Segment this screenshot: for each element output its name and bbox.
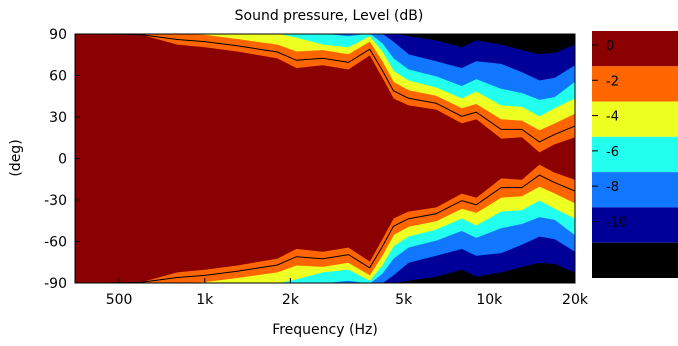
y-tick-label: 60 (49, 69, 67, 85)
colorbar-swatch (592, 66, 678, 102)
colorbar-tick-label: 0 (606, 39, 614, 54)
colorbar-tick-label: -2 (606, 74, 619, 89)
x-tick-label: 1k (196, 292, 214, 308)
contour-line-lower (75, 174, 575, 283)
colorbar-tick-label: -4 (606, 110, 619, 125)
colorbar-swatch (592, 172, 678, 208)
contour-lines (75, 34, 575, 283)
colorbar-swatch (592, 31, 678, 67)
colorbar-tick-label: -8 (606, 180, 619, 195)
colorbar-swatch (592, 101, 678, 137)
x-axis-ticks: 500 1k 2k 5k 10k 20k (106, 278, 589, 308)
x-axis-label: Frequency (Hz) (272, 322, 378, 338)
x-tick-label: 20k (562, 292, 589, 308)
y-tick-label: -90 (44, 276, 67, 292)
colorbar-tick-label: -6 (606, 145, 619, 160)
x-tick-label: 2k (282, 292, 300, 308)
y-tick-label: 90 (49, 27, 67, 43)
x-tick-label: 5k (395, 292, 413, 308)
y-axis-label: (deg) (8, 139, 24, 176)
x-tick-label: 500 (106, 292, 133, 308)
colorbar-swatch (592, 207, 678, 243)
colorbar-swatch (592, 242, 678, 278)
colorbar-tick-label: -12 (606, 251, 627, 266)
y-tick-label: -30 (44, 193, 67, 209)
region-level-0 (75, 34, 575, 283)
y-tick-label: 0 (58, 152, 67, 168)
y-axis-ticks: 90 60 30 0 -30 -60 -90 (44, 27, 80, 292)
chart-title: Sound pressure, Level (dB) (235, 8, 424, 24)
colorbar-swatch (592, 136, 678, 173)
x-tick-label: 10k (476, 292, 503, 308)
colorbar: 0 -2 -4 -6 -8 -10 -12 (592, 31, 678, 278)
y-tick-label: 30 (49, 110, 67, 126)
plot-area (75, 34, 575, 283)
contour-line-upper (75, 34, 575, 143)
y-tick-label: -60 (44, 235, 67, 251)
colorbar-tick-label: -10 (606, 215, 627, 230)
